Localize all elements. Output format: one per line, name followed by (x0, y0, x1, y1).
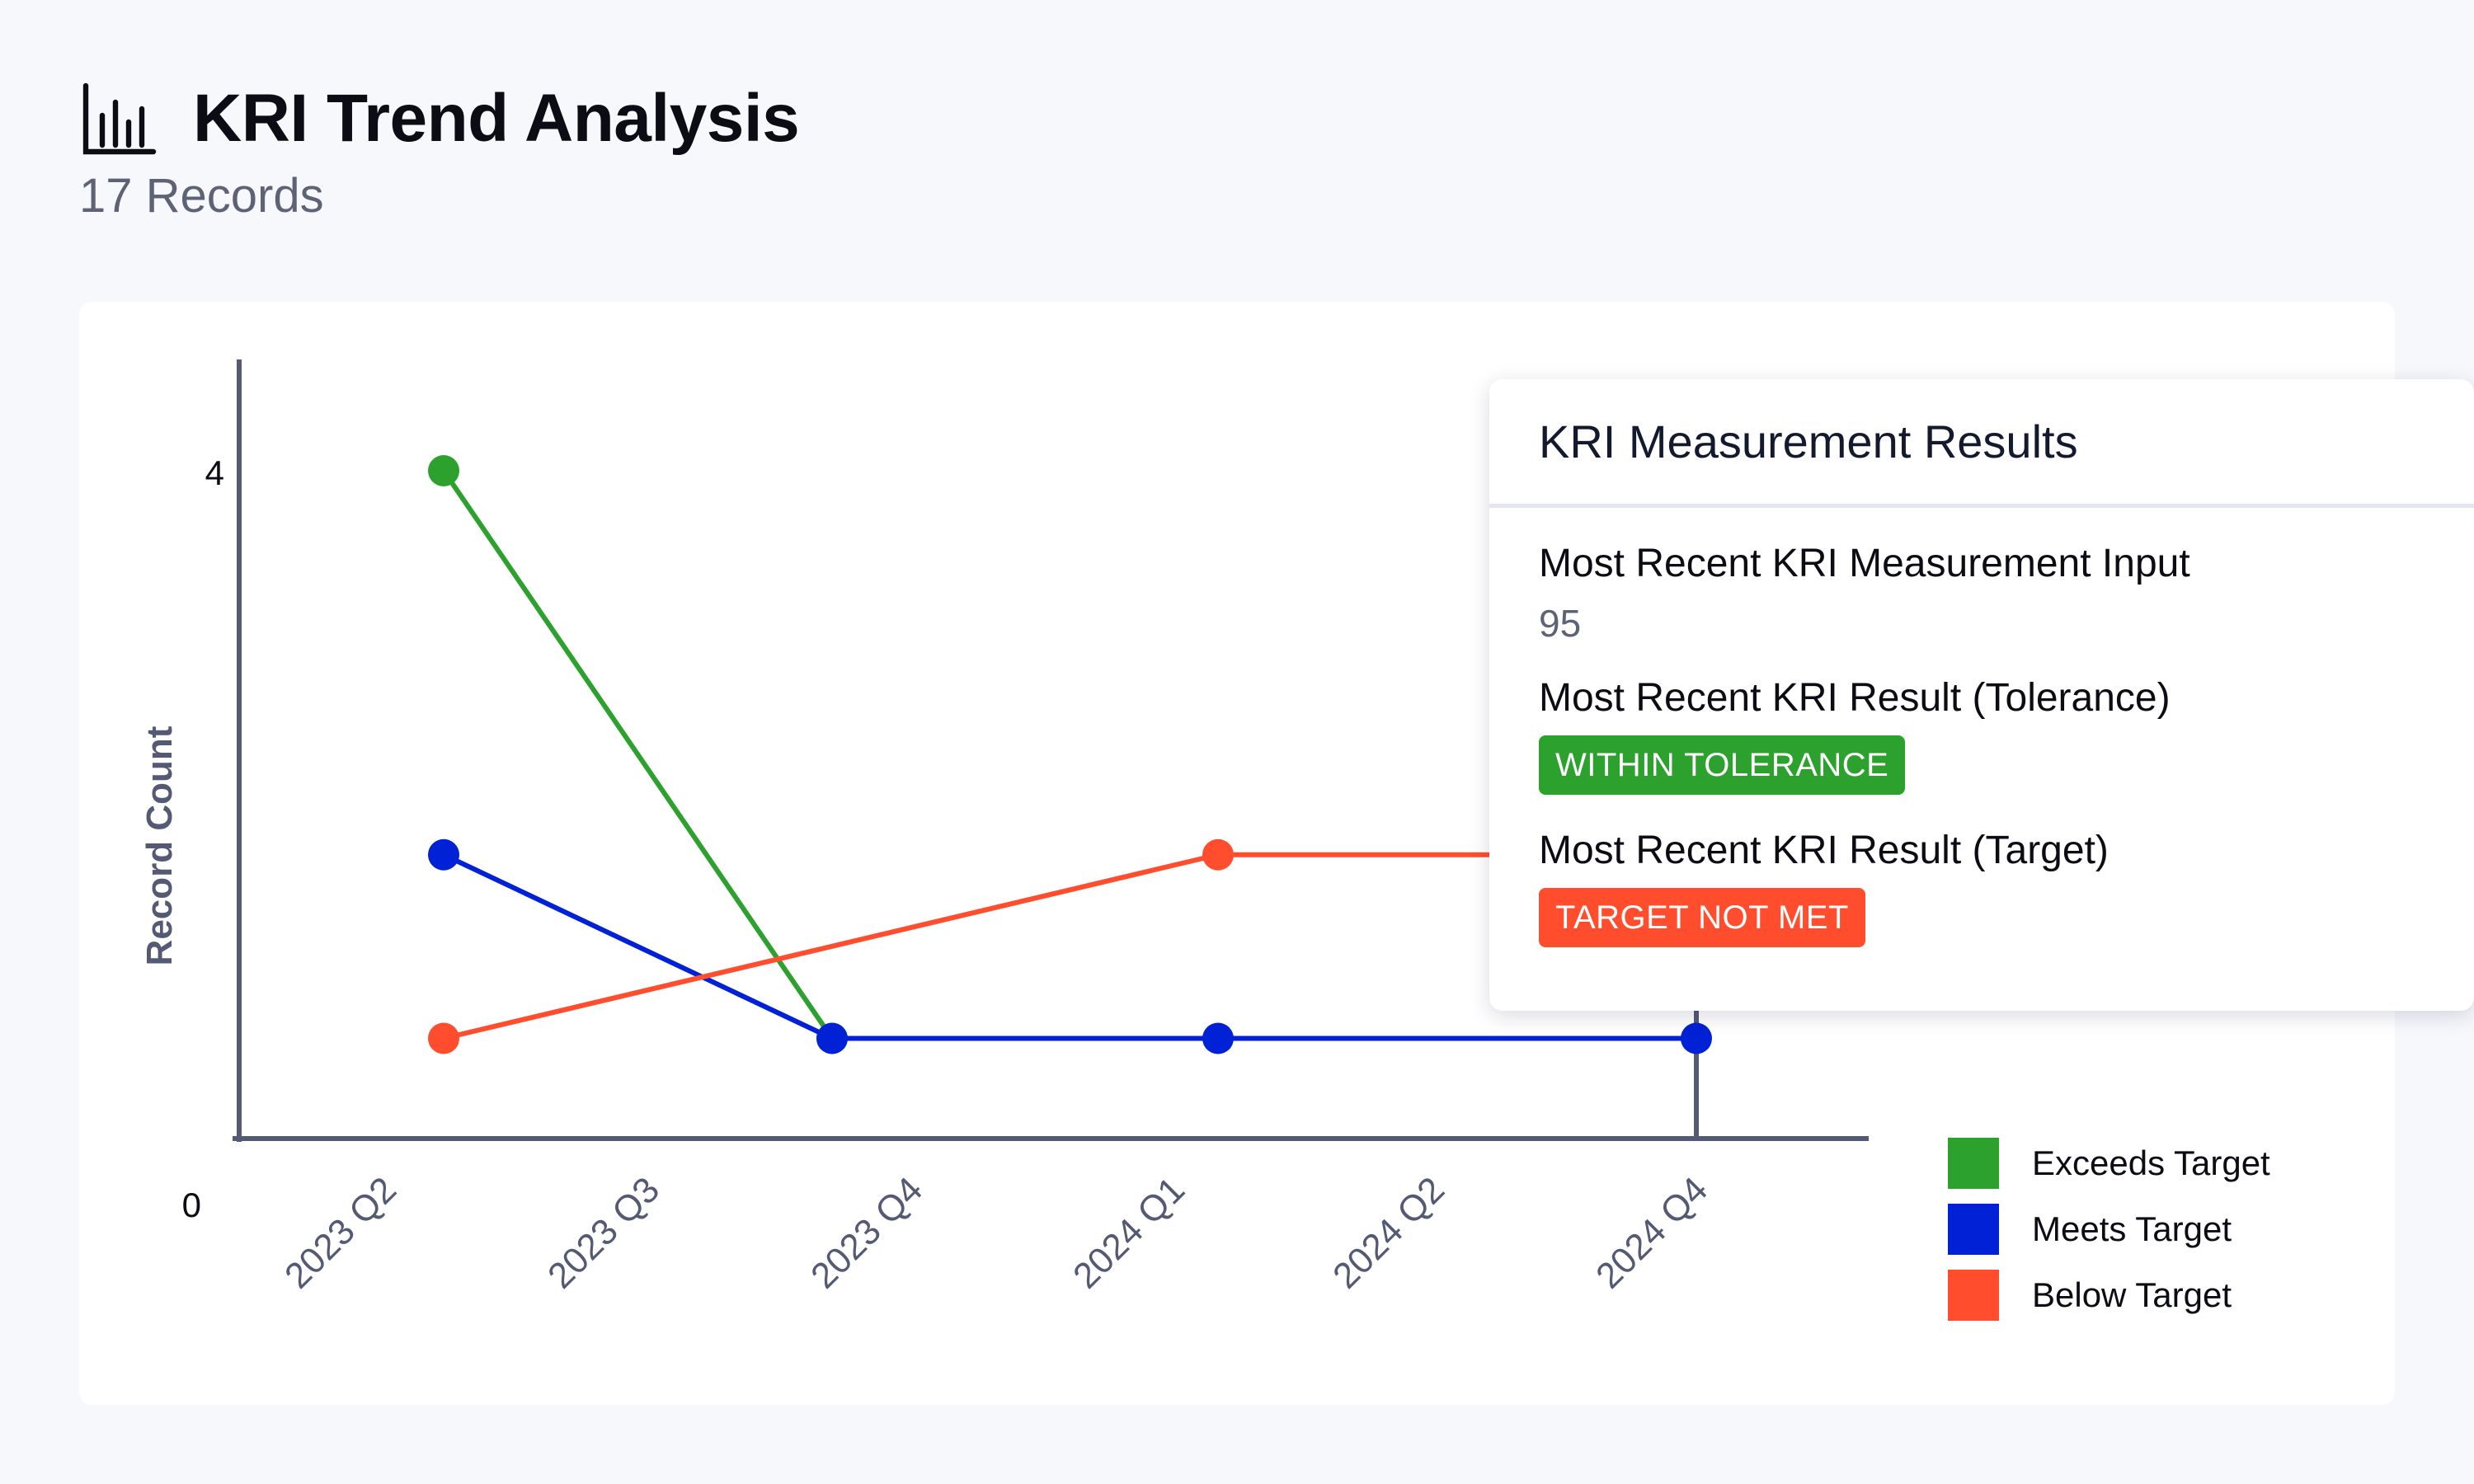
data-point (1681, 1022, 1712, 1054)
kri-results-popup: KRI Measurement Results Most Recent KRI … (1489, 379, 2474, 1011)
x-tick-label: 2024 Q4 (1588, 1169, 1715, 1296)
page-header: KRI Trend Analysis 17 Records (79, 79, 800, 223)
legend-swatch (1948, 1138, 1999, 1189)
chart-legend: Exceeds Target Meets Target Below Target (1948, 1138, 2270, 1336)
popup-title: KRI Measurement Results (1489, 379, 2474, 508)
legend-item: Below Target (1948, 1270, 2270, 1321)
measurement-input-label: Most Recent KRI Measurement Input (1539, 542, 2190, 585)
legend-label: Below Target (2032, 1275, 2232, 1314)
legend-label: Exceeds Target (2032, 1144, 2270, 1182)
x-tick-label: 2023 Q4 (803, 1169, 930, 1296)
record-count: 17 Records (79, 169, 324, 223)
x-tick-label: 2024 Q1 (1065, 1169, 1192, 1296)
data-point (1202, 1022, 1234, 1054)
x-tick-label: 2024 Q2 (1325, 1169, 1452, 1296)
measurement-input-value: 95 (1539, 602, 1582, 645)
series-line-meets-target (442, 852, 1696, 1041)
data-point (816, 1022, 848, 1054)
page-title: KRI Trend Analysis (193, 81, 800, 156)
legend-item: Meets Target (1948, 1204, 2270, 1255)
data-point (1202, 838, 1234, 871)
target-status-badge: TARGET NOT MET (1539, 888, 1865, 947)
y-tick-label: 0 (182, 1186, 201, 1224)
chart-card: 0 4 Record Count 2023 Q2 2023 Q3 2023 Q4 2024 … (79, 302, 2474, 1405)
x-tick-label: 2023 Q2 (277, 1169, 404, 1296)
y-tick-label: 4 (205, 453, 224, 492)
legend-item: Exceeds Target (1948, 1138, 2270, 1189)
y-axis-label: Record Count (139, 726, 180, 965)
line-chart: 0 4 Record Count 2023 Q2 2023 Q3 2023 Q4 2024 … (139, 359, 1869, 1296)
x-tick-label: 2023 Q3 (540, 1169, 667, 1296)
data-point (428, 1022, 459, 1054)
data-point (428, 455, 459, 486)
legend-swatch (1948, 1270, 1999, 1321)
legend-swatch (1948, 1204, 1999, 1255)
data-point (428, 838, 459, 871)
bar-chart-icon (82, 82, 157, 155)
tolerance-status-badge: WITHIN TOLERANCE (1539, 735, 1906, 795)
tolerance-result-label: Most Recent KRI Result (Tolerance) (1539, 676, 2171, 720)
legend-label: Meets Target (2032, 1209, 2232, 1248)
target-result-label: Most Recent KRI Result (Target) (1539, 829, 2109, 872)
series-line-exceeds-target (441, 469, 835, 1040)
